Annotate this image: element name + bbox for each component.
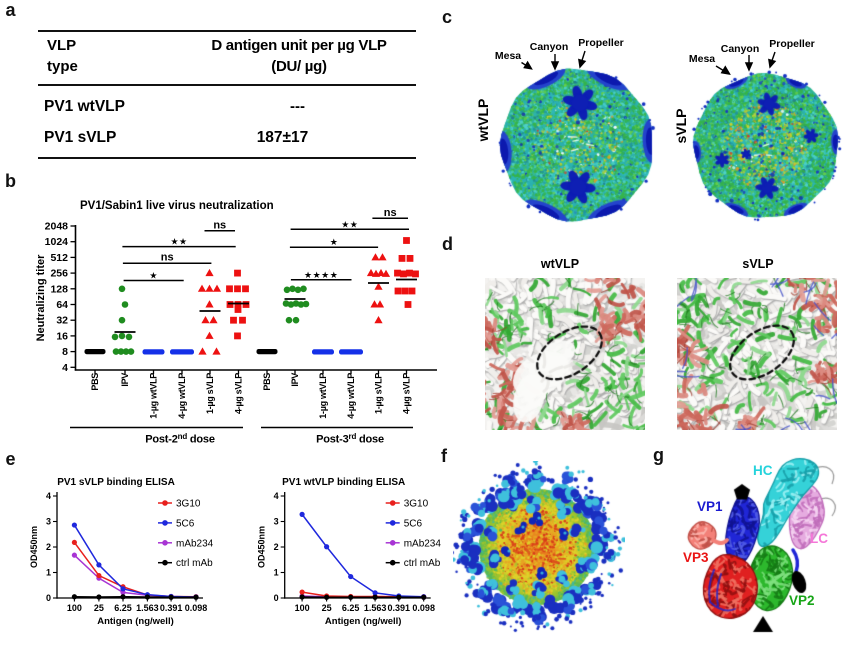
- svg-text:Post-3rd dose: Post-3rd dose: [316, 432, 384, 446]
- svg-text:1: 1: [46, 568, 51, 578]
- svg-text:128: 128: [50, 283, 68, 295]
- svg-text:OD450nm: OD450nm: [29, 526, 39, 568]
- svg-text:PV1 sVLP binding ELISA: PV1 sVLP binding ELISA: [57, 477, 175, 488]
- svg-text:4-µg wtVLP: 4-µg wtVLP: [346, 373, 356, 419]
- svg-text:1-µg wtVLP: 1-µg wtVLP: [149, 373, 159, 419]
- svg-text:★: ★: [149, 271, 158, 281]
- svg-text:ns: ns: [161, 252, 174, 264]
- svg-text:5C6: 5C6: [176, 518, 195, 529]
- svg-text:1024: 1024: [45, 236, 69, 248]
- svg-text:1-µg sVLP: 1-µg sVLP: [205, 373, 215, 414]
- svg-text:0: 0: [46, 593, 51, 603]
- svg-text:ns: ns: [213, 219, 226, 231]
- svg-text:0.098: 0.098: [412, 603, 435, 613]
- svg-text:1-µg wtVLP: 1-µg wtVLP: [318, 373, 328, 419]
- svg-text:32: 32: [56, 315, 68, 327]
- svg-text:IPV: IPV: [290, 373, 300, 387]
- svg-text:PV1/Sabin1 live virus neutrali: PV1/Sabin1 live virus neutralization: [80, 200, 274, 212]
- svg-text:IPV: IPV: [120, 373, 130, 387]
- svg-text:0.391: 0.391: [388, 603, 411, 613]
- svg-text:4: 4: [274, 491, 279, 501]
- svg-text:256: 256: [50, 268, 68, 280]
- svg-text:6.25: 6.25: [342, 603, 360, 613]
- svg-text:3G10: 3G10: [404, 499, 429, 510]
- svg-text:Antigen (ng/well): Antigen (ng/well): [97, 616, 174, 627]
- svg-text:1.563: 1.563: [364, 603, 387, 613]
- svg-text:512: 512: [50, 252, 68, 264]
- svg-text:4-µg wtVLP: 4-µg wtVLP: [177, 373, 187, 419]
- svg-text:1: 1: [274, 568, 279, 578]
- svg-text:3: 3: [46, 517, 51, 527]
- svg-text:mAb234: mAb234: [404, 538, 442, 549]
- svg-text:1-µg sVLP: 1-µg sVLP: [374, 373, 384, 414]
- svg-text:Neutralizing titer: Neutralizing titer: [35, 254, 47, 342]
- svg-text:★★: ★★: [170, 237, 187, 247]
- svg-text:4-µg sVLP: 4-µg sVLP: [402, 373, 412, 414]
- svg-text:8: 8: [62, 346, 68, 358]
- svg-text:4-µg sVLP: 4-µg sVLP: [234, 373, 244, 414]
- svg-text:2048: 2048: [45, 221, 69, 233]
- svg-text:4: 4: [62, 362, 68, 374]
- svg-text:ns: ns: [384, 207, 397, 219]
- svg-text:4: 4: [46, 491, 51, 501]
- svg-text:OD450nm: OD450nm: [257, 526, 267, 568]
- svg-text:6.25: 6.25: [114, 603, 132, 613]
- svg-text:★★★★: ★★★★: [304, 270, 338, 280]
- svg-text:★: ★: [330, 237, 339, 247]
- svg-text:2: 2: [46, 542, 51, 552]
- svg-text:PBS: PBS: [262, 373, 272, 391]
- svg-text:Antigen (ng/well): Antigen (ng/well): [325, 616, 402, 627]
- svg-text:3: 3: [274, 517, 279, 527]
- svg-text:5C6: 5C6: [404, 518, 423, 529]
- svg-text:2: 2: [274, 542, 279, 552]
- svg-text:ctrl mAb: ctrl mAb: [176, 558, 213, 569]
- svg-text:25: 25: [94, 603, 104, 613]
- svg-text:100: 100: [295, 603, 310, 613]
- svg-text:mAb234: mAb234: [176, 538, 214, 549]
- svg-text:Post-2nd dose: Post-2nd dose: [145, 432, 215, 446]
- svg-text:★★: ★★: [341, 219, 358, 229]
- svg-text:25: 25: [322, 603, 332, 613]
- svg-text:1.563: 1.563: [136, 603, 159, 613]
- svg-text:0.098: 0.098: [185, 603, 208, 613]
- svg-text:100: 100: [67, 603, 82, 613]
- svg-text:0: 0: [274, 593, 279, 603]
- svg-text:PBS: PBS: [90, 373, 100, 391]
- svg-text:ctrl mAb: ctrl mAb: [404, 558, 441, 569]
- svg-text:64: 64: [56, 299, 68, 311]
- svg-text:16: 16: [56, 330, 68, 342]
- svg-text:3G10: 3G10: [176, 499, 201, 510]
- svg-text:0.391: 0.391: [160, 603, 183, 613]
- svg-text:PV1 wtVLP binding ELISA: PV1 wtVLP binding ELISA: [282, 477, 405, 488]
